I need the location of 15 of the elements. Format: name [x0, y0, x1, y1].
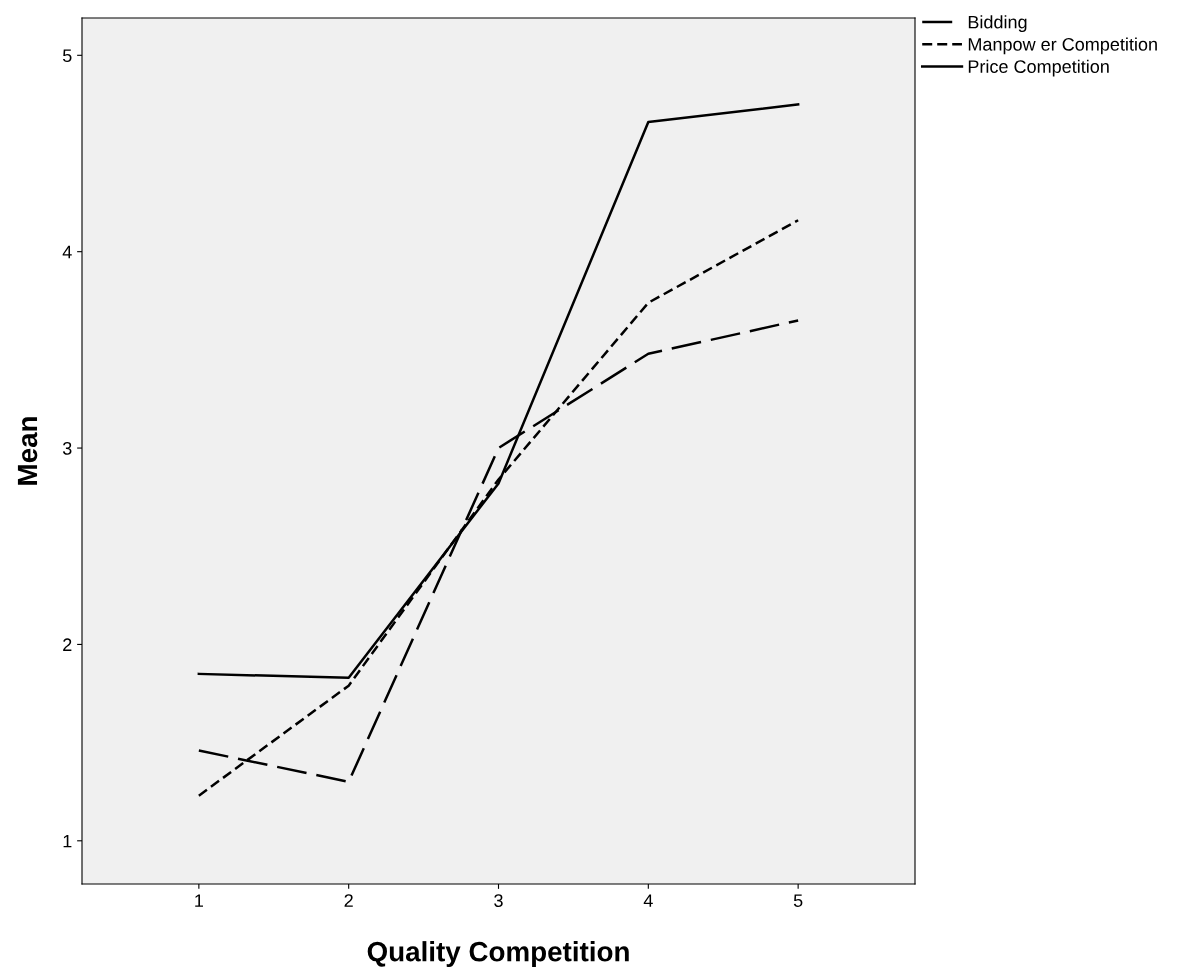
y-tick-label: 5 [62, 49, 72, 63]
x-tick-label: 2 [344, 894, 353, 907]
x-tick-label: 5 [793, 894, 803, 907]
legend-label: Manpow er Competition [968, 37, 1157, 55]
legend-label: Bidding [968, 15, 1027, 33]
x-tick-label: 3 [494, 894, 503, 907]
x-tick-label: 1 [195, 894, 203, 907]
y-tick-label: 3 [62, 441, 72, 455]
y-axis-title: Mean [17, 417, 38, 485]
x-axis-title: Quality Competition [367, 941, 629, 967]
x-tick-label: 4 [643, 894, 653, 907]
y-tick-label: 2 [63, 638, 72, 651]
legend-label: Price Competition [968, 59, 1109, 77]
y-tick-label: 4 [62, 245, 72, 259]
y-tick-label: 1 [63, 834, 72, 848]
